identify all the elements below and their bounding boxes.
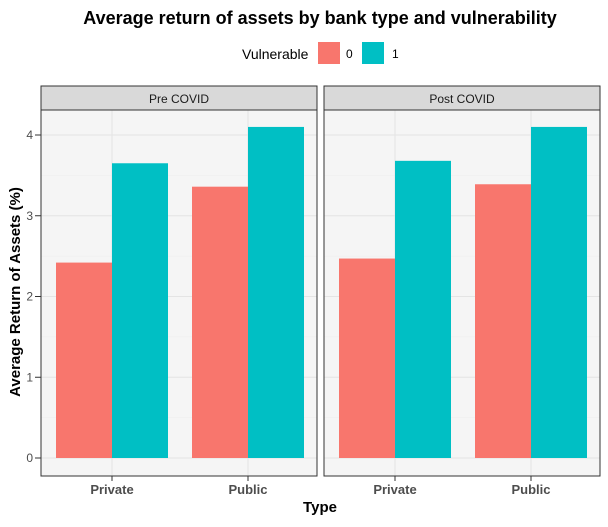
bar-pre-covid-public-0: [192, 186, 248, 458]
x-tick-label: Public: [511, 482, 550, 497]
y-tick-label: 0: [26, 451, 33, 465]
facet-panel: Post COVID Private Public: [323, 85, 601, 497]
bar-post-covid-public-0: [475, 184, 531, 458]
bar-pre-covid-private-1: [112, 163, 168, 458]
bar-post-covid-public-1: [531, 126, 587, 459]
x-tick-label: Private: [373, 482, 416, 497]
legend-swatch-1: [362, 42, 384, 64]
y-tick-label: 3: [26, 209, 33, 223]
facet-strip-label: Post COVID: [429, 92, 495, 106]
bar-pre-covid-private-0: [56, 262, 112, 458]
y-tick-label: 2: [26, 290, 33, 304]
x-tick-label: Private: [90, 482, 133, 497]
panel-border: [323, 109, 601, 477]
legend-label-1: 1: [392, 47, 399, 61]
chart-title: Average return of assets by bank type an…: [83, 8, 556, 28]
facet-panel: Pre COVID Private Public: [40, 85, 318, 497]
legend-title: Vulnerable: [242, 46, 309, 62]
y-tick-label: 1: [26, 370, 33, 384]
y-axis-label: Average Return of Assets (%): [7, 187, 24, 397]
facet-strip-label: Pre COVID: [149, 92, 209, 106]
x-axis-label: Type: [303, 499, 337, 516]
bar-post-covid-private-1: [395, 160, 451, 458]
y-tick-label: 4: [26, 128, 33, 142]
legend: Vulnerable 0 1: [242, 42, 399, 64]
legend-swatch-0: [318, 42, 340, 64]
y-axis: 0 1 2 3 4: [26, 128, 41, 465]
bar-post-covid-private-0: [339, 258, 395, 458]
facet-strip: [323, 85, 601, 111]
legend-label-0: 0: [346, 47, 353, 61]
bar-pre-covid-public-1: [248, 126, 304, 459]
panel-border: [40, 109, 318, 477]
x-tick-label: Public: [228, 482, 267, 497]
facet-strip: [40, 85, 318, 111]
